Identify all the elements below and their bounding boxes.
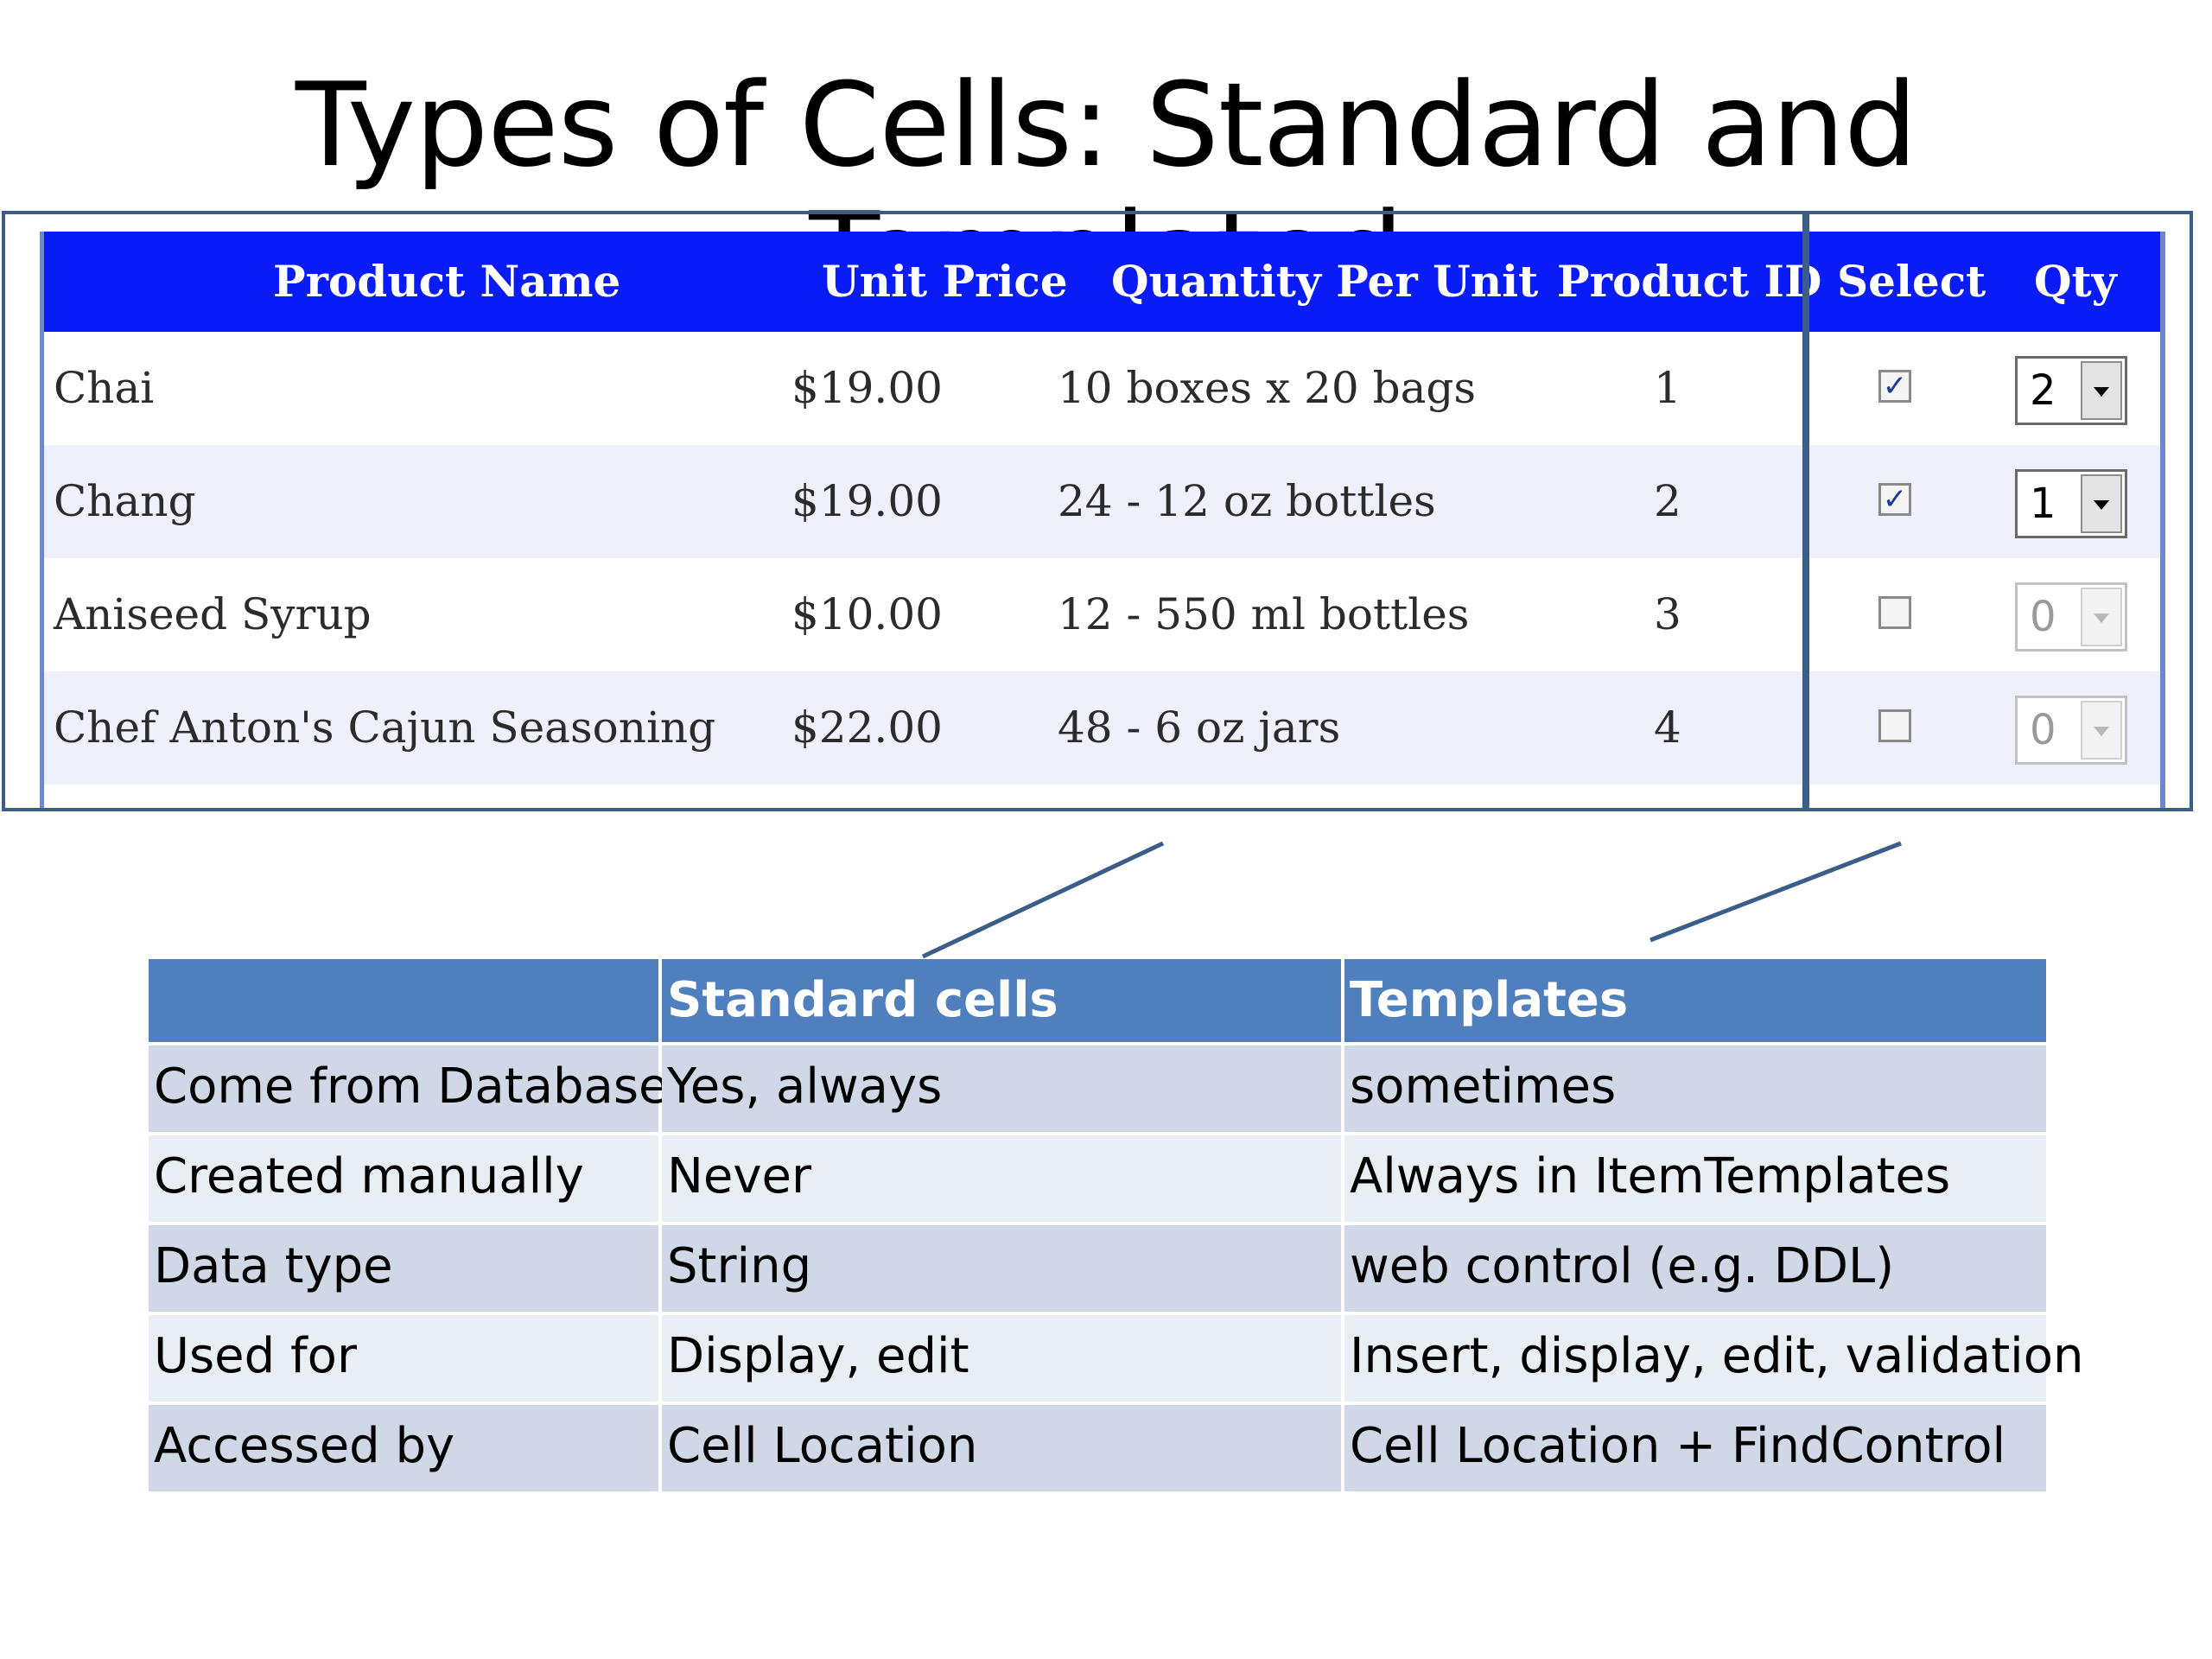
comparison-standard-value: Never [662,1135,1344,1222]
cell-product-id: 2 [1654,476,1681,526]
connector-templates [1649,841,1902,943]
cell-product-name: Chef Anton's Cajun Seasoning [54,702,716,753]
comparison-header-empty [149,959,662,1042]
dropdown-button[interactable] [2081,588,2122,646]
comparison-standard-value: Yes, always [662,1046,1344,1132]
comparison-header-templates: Templates [1344,959,2046,1042]
chevron-down-icon [2094,387,2109,397]
dropdown-button[interactable] [2081,361,2122,420]
dropdown-button[interactable] [2081,474,2122,533]
qty-dropdown-value: 1 [2030,480,2056,528]
cell-product-name: Aniseed Syrup [54,589,372,639]
qty-dropdown-value: 0 [2030,706,2056,754]
comparison-label: Accessed by [149,1405,662,1491]
comparison-standard-value: Display, edit [662,1315,1344,1402]
select-checkbox[interactable] [1878,596,1911,629]
template-cells-highlight-frame [1806,211,2193,811]
comparison-label: Data type [149,1225,662,1312]
cell-quantity-per-unit: 12 - 550 ml bottles [1058,589,1470,639]
cell-quantity-per-unit: 24 - 12 oz bottles [1058,476,1436,526]
header-unit-price[interactable]: Unit Price [822,256,1068,307]
qty-dropdown[interactable]: 2 [2015,356,2127,425]
grid-left-border [40,232,44,809]
standard-cells-highlight-frame [2,211,1806,811]
cell-quantity-per-unit: 10 boxes x 20 bags [1058,363,1477,413]
comparison-templates-value: sometimes [1344,1046,2046,1132]
cell-product-id: 1 [1654,363,1681,413]
chevron-down-icon [2094,613,2109,623]
grid-right-border [2160,232,2165,809]
chevron-down-icon [2094,727,2109,736]
comparison-templates-value: Cell Location + FindControl [1344,1405,2046,1491]
cell-unit-price: $22.00 [791,702,943,753]
select-checkbox[interactable] [1878,709,1911,742]
connector-standard [921,841,1165,959]
comparison-table: Standard cells Templates Come from Datab… [149,959,2084,1495]
qty-dropdown-value: 0 [2030,593,2056,641]
header-qty: Qty [2034,256,2117,307]
cell-unit-price: $10.00 [791,589,943,639]
comparison-label: Created manually [149,1135,662,1222]
grid-row: Aniseed Syrup $10.00 12 - 550 ml bottles… [40,558,2165,671]
qty-dropdown[interactable]: 0 [2015,582,2127,652]
cell-quantity-per-unit: 48 - 6 oz jars [1058,702,1341,753]
products-gridview: Product Name Unit Price Quantity Per Uni… [40,232,2165,809]
chevron-down-icon [2094,500,2109,510]
header-product-id[interactable]: Product ID [1557,256,1822,307]
comparison-row: Come from Database Yes, always sometimes [149,1046,2046,1132]
comparison-header-standard: Standard cells [662,959,1344,1042]
header-quantity-per-unit[interactable]: Quantity Per Unit [1111,256,1539,307]
comparison-label: Used for [149,1315,662,1402]
grid-row: Chang $19.00 24 - 12 oz bottles 2 ✓ 1 [40,445,2165,558]
comparison-header-row: Standard cells Templates [149,959,2046,1042]
comparison-templates-value: Always in ItemTemplates [1344,1135,2046,1222]
comparison-label: Come from Database [149,1046,669,1132]
qty-dropdown-value: 2 [2030,366,2056,415]
comparison-row: Data type String web control (e.g. DDL) [149,1225,2046,1312]
comparison-row: Accessed by Cell Location Cell Location … [149,1405,2046,1491]
dropdown-button[interactable] [2081,701,2122,760]
comparison-standard-value: String [662,1225,1344,1312]
grid-header-row: Product Name Unit Price Quantity Per Uni… [40,232,2165,332]
comparison-templates-value: Insert, display, edit, validation [1344,1315,2084,1402]
cell-product-name: Chang [54,476,196,526]
cell-product-id: 4 [1654,702,1681,753]
header-product-name[interactable]: Product Name [273,256,621,307]
cell-unit-price: $19.00 [791,363,943,413]
qty-dropdown[interactable]: 0 [2015,696,2127,765]
comparison-row: Used for Display, edit Insert, display, … [149,1315,2084,1402]
qty-dropdown[interactable]: 1 [2015,469,2127,538]
grid-row: Chef Anton's Cajun Seasoning $22.00 48 -… [40,671,2165,785]
comparison-templates-value: web control (e.g. DDL) [1344,1225,2046,1312]
select-checkbox[interactable]: ✓ [1878,483,1911,516]
comparison-row: Created manually Never Always in ItemTem… [149,1135,2046,1222]
grid-row: Chai $19.00 10 boxes x 20 bags 1 ✓ 2 [40,332,2165,445]
header-select: Select [1837,256,1986,307]
cell-unit-price: $19.00 [791,476,943,526]
comparison-standard-value: Cell Location [662,1405,1344,1491]
cell-product-name: Chai [54,363,155,413]
cell-product-id: 3 [1654,589,1681,639]
select-checkbox[interactable]: ✓ [1878,370,1911,403]
